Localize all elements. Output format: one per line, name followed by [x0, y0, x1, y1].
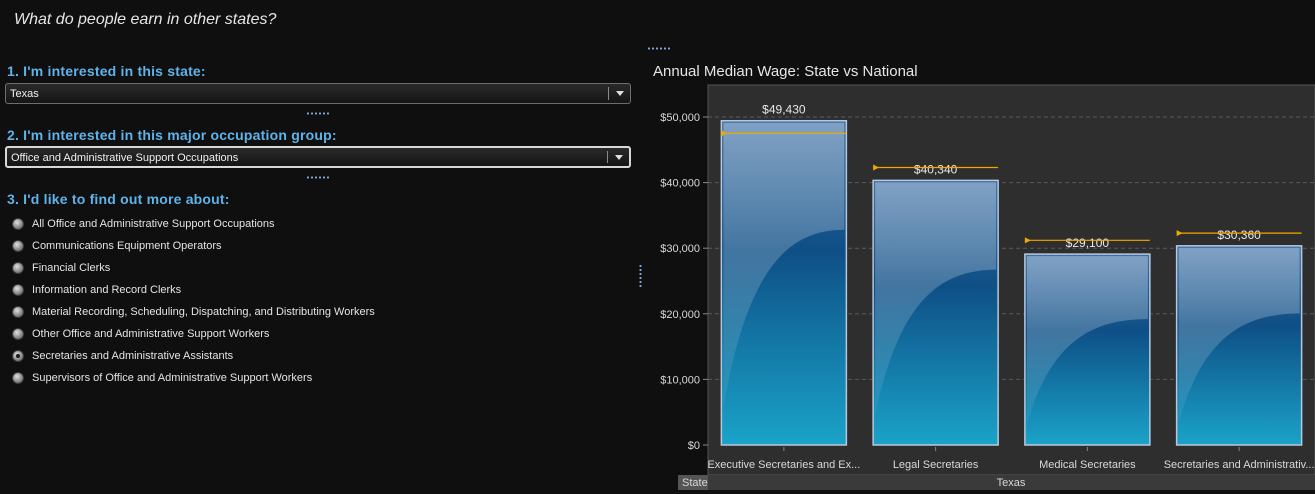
x-tick-label: Secretaries and Administrativ...: [1164, 459, 1315, 471]
chart-title: Annual Median Wage: State vs National: [653, 63, 918, 80]
occupation-radio-list: All Office and Administrative Support Oc…: [12, 213, 375, 389]
radio-unselected-icon[interactable]: [12, 372, 24, 384]
radio-option-label: Supervisors of Office and Administrative…: [32, 372, 313, 384]
chevron-down-icon[interactable]: [616, 91, 624, 96]
bar-gloss: [723, 122, 845, 409]
dropdown-separator: [608, 87, 609, 100]
national-marker-arrow: [873, 164, 880, 171]
bar-gloss: [875, 182, 997, 416]
occupation-group-dropdown-value: Office and Administrative Support Occupa…: [11, 152, 239, 164]
radio-unselected-icon[interactable]: [12, 306, 24, 318]
occupation-group-label: 2. I'm interested in this major occupati…: [7, 127, 337, 143]
bar-value-label: $29,100: [1066, 236, 1110, 250]
find-more-label: 3. I'd like to find out more about:: [7, 191, 230, 207]
bar-value-label: $40,340: [914, 162, 958, 176]
radio-option-label: Communications Equipment Operators: [32, 240, 222, 252]
radio-unselected-icon[interactable]: [12, 240, 24, 252]
radio-unselected-icon[interactable]: [12, 328, 24, 340]
state-dropdown[interactable]: Texas: [5, 83, 631, 104]
bar-gloss: [1026, 256, 1148, 425]
dropdown-separator: [607, 151, 608, 163]
page-title: What do people earn in other states?: [14, 11, 277, 28]
footer-row-label: State: [682, 477, 708, 489]
state-dropdown-value: Texas: [10, 88, 39, 100]
y-tick-label: $40,000: [660, 178, 700, 190]
x-tick-label: Executive Secretaries and Ex...: [707, 459, 860, 471]
resize-grip-icon[interactable]: [647, 47, 671, 50]
footer-group-label: Texas: [997, 477, 1026, 489]
national-marker-arrow: [1024, 237, 1031, 244]
bar-value-label: $30,360: [1217, 228, 1261, 242]
resize-grip-icon[interactable]: [306, 112, 330, 115]
radio-option-label: Other Office and Administrative Support …: [32, 328, 270, 340]
footer-row-label-cell: [678, 475, 708, 490]
state-filter-label: 1. I'm interested in this state:: [7, 63, 206, 79]
x-tick-label: Legal Secretaries: [893, 459, 979, 471]
x-tick-label: Medical Secretaries: [1039, 459, 1136, 471]
radio-option-label: Information and Record Clerks: [32, 284, 182, 296]
splitter-grip-icon[interactable]: [639, 264, 642, 288]
national-marker-arrow: [721, 130, 728, 137]
radio-option-label: Financial Clerks: [32, 262, 111, 274]
bar-gloss: [1178, 247, 1300, 424]
occupation-group-dropdown[interactable]: Office and Administrative Support Occupa…: [5, 146, 631, 168]
resize-grip-icon[interactable]: [306, 176, 330, 179]
radio-option-label: Material Recording, Scheduling, Dispatch…: [32, 306, 375, 318]
radio-selected-icon[interactable]: [12, 350, 24, 362]
occupation-radio-option[interactable]: All Office and Administrative Support Oc…: [12, 213, 375, 235]
radio-unselected-icon[interactable]: [12, 218, 24, 230]
national-marker-arrow: [1176, 230, 1183, 237]
occupation-radio-option[interactable]: Financial Clerks: [12, 257, 375, 279]
occupation-radio-option[interactable]: Communications Equipment Operators: [12, 235, 375, 257]
occupation-radio-option[interactable]: Secretaries and Administrative Assistant…: [12, 345, 375, 367]
occupation-radio-option[interactable]: Other Office and Administrative Support …: [12, 323, 375, 345]
footer-strip: [678, 475, 1315, 490]
wage-bar-chart: $0 $10,000 $20,000 $30,000 $40,000 $50,000 $49…: [660, 84, 1315, 490]
radio-unselected-icon[interactable]: [12, 284, 24, 296]
radio-option-label: Secretaries and Administrative Assistant…: [32, 350, 234, 362]
y-tick-label: $10,000: [660, 374, 700, 386]
y-tick-label: $30,000: [660, 243, 700, 255]
occupation-radio-option[interactable]: Material Recording, Scheduling, Dispatch…: [12, 301, 375, 323]
radio-unselected-icon[interactable]: [12, 262, 24, 274]
radio-option-label: All Office and Administrative Support Oc…: [32, 218, 275, 230]
chevron-down-icon[interactable]: [615, 155, 623, 160]
occupation-radio-option[interactable]: Information and Record Clerks: [12, 279, 375, 301]
bar-value-label: $49,430: [762, 103, 806, 117]
y-tick-label: $20,000: [660, 309, 700, 321]
occupation-radio-option[interactable]: Supervisors of Office and Administrative…: [12, 367, 375, 389]
y-tick-label: $0: [688, 440, 700, 452]
y-tick-label: $50,000: [660, 112, 700, 124]
